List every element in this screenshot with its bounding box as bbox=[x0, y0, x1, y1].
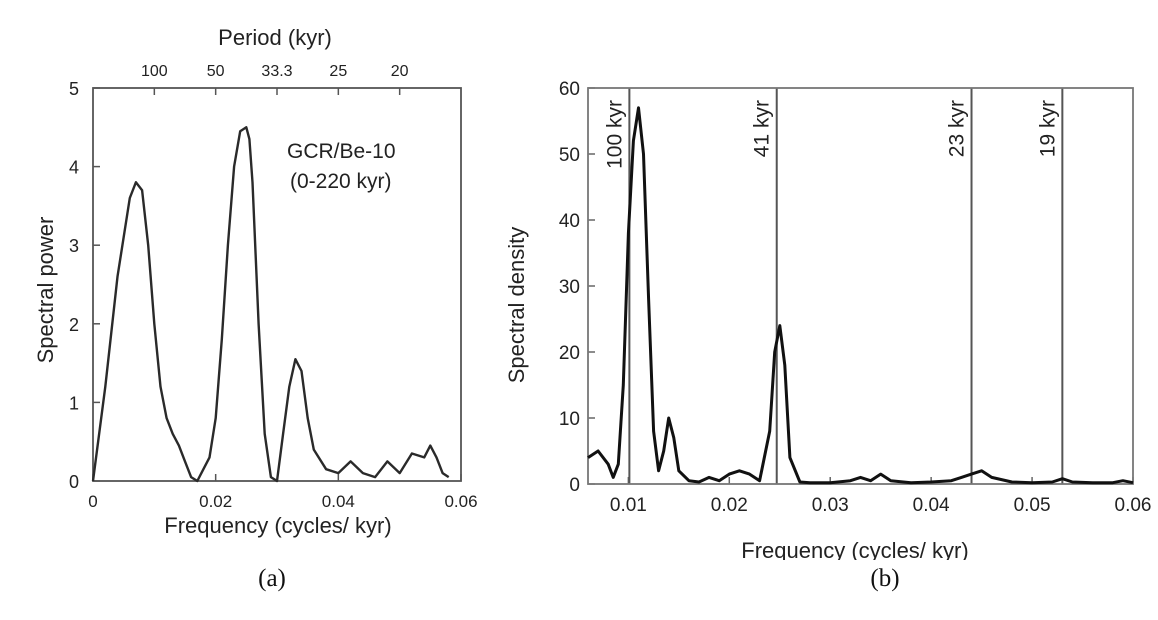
chart-a-top-tick-label: 25 bbox=[329, 63, 347, 80]
chart-a-top-tick-label: 50 bbox=[207, 63, 225, 80]
chart-a-y-tick-label: 2 bbox=[69, 315, 79, 335]
chart-b-x-tick-label: 0.03 bbox=[812, 495, 849, 516]
chart-a-y-tick-label: 3 bbox=[69, 236, 79, 256]
chart-a-annotation-line-2: (0-220 kyr) bbox=[290, 170, 392, 193]
chart-b-x-tick-label: 0.05 bbox=[1014, 495, 1051, 516]
caption-b: (b) bbox=[870, 565, 900, 592]
chart-a-x-ticks: 0 0.02 0.04 0.06 bbox=[88, 474, 478, 511]
chart-a-frame bbox=[92, 87, 462, 482]
chart-a-top-tick-label: 20 bbox=[391, 63, 409, 80]
chart-a-y-axis-label: Spectral power bbox=[33, 217, 58, 364]
caption-a: (a) bbox=[258, 565, 286, 592]
chart-b-y-tick-label: 20 bbox=[559, 343, 580, 364]
chart-a-x-tick-label: 0.06 bbox=[444, 492, 477, 511]
chart-a-top-ticks: 100 50 33.3 25 20 bbox=[141, 63, 409, 95]
chart-b-y-ticks: 0 10 20 30 40 50 60 bbox=[559, 79, 595, 496]
chart-b: 0.01 0.02 0.03 0.04 0.05 0.06 0 10 20 30 40 50 60 1… bbox=[504, 79, 1152, 560]
chart-a-x-tick-label: 0.04 bbox=[322, 492, 355, 511]
chart-b-reference-lines: 100 kyr 41 kyr 23 kyr 19 kyr bbox=[603, 88, 1064, 484]
chart-b-x-tick-label: 0.06 bbox=[1115, 495, 1152, 516]
chart-a-top-axis-label: Period (kyr) bbox=[218, 25, 332, 50]
chart-a-y-tick-label: 1 bbox=[69, 393, 79, 413]
chart-b-y-tick-label: 10 bbox=[559, 409, 580, 430]
chart-b-reference-label: 23 kyr bbox=[946, 100, 969, 157]
chart-b-y-tick-label: 0 bbox=[569, 475, 580, 496]
chart-a-y-tick-label: 0 bbox=[69, 472, 79, 492]
chart-b-reference-label: 100 kyr bbox=[603, 100, 626, 169]
chart-b-x-axis-label: Frequency (cycles/ kyr) bbox=[741, 538, 968, 560]
chart-a-top-tick-label: 100 bbox=[141, 63, 168, 80]
chart-b-x-ticks: 0.01 0.02 0.03 0.04 0.05 0.06 bbox=[610, 477, 1152, 516]
chart-a-series-line bbox=[91, 126, 450, 483]
chart-b-y-tick-label: 60 bbox=[559, 79, 580, 100]
chart-b-x-tick-label: 0.02 bbox=[711, 495, 748, 516]
chart-a: Period (kyr) 100 50 33.3 25 20 0 0.02 0.04 0.06… bbox=[33, 25, 478, 538]
chart-b-frame bbox=[587, 87, 1134, 485]
chart-b-x-tick-label: 0.01 bbox=[610, 495, 647, 516]
chart-a-x-axis-label: Frequency (cycles/ kyr) bbox=[164, 513, 391, 538]
chart-b-y-axis-label: Spectral density bbox=[504, 227, 529, 384]
chart-b-y-tick-label: 40 bbox=[559, 211, 580, 232]
chart-a-y-ticks: 0 1 2 3 4 5 bbox=[69, 79, 100, 492]
chart-a-annotation-line-1: GCR/Be-10 bbox=[287, 140, 396, 163]
chart-a-x-tick-label: 0.02 bbox=[199, 492, 232, 511]
chart-b-x-tick-label: 0.04 bbox=[913, 495, 950, 516]
chart-b-reference-label: 41 kyr bbox=[751, 100, 774, 157]
chart-b-y-tick-label: 50 bbox=[559, 145, 580, 166]
chart-b-y-tick-label: 30 bbox=[559, 277, 580, 298]
chart-b-reference-label: 19 kyr bbox=[1036, 100, 1059, 157]
chart-a-top-tick-label: 33.3 bbox=[261, 63, 292, 80]
chart-b-series-line bbox=[587, 106, 1134, 485]
chart-a-y-tick-label: 4 bbox=[69, 158, 79, 178]
chart-a-x-tick-label: 0 bbox=[88, 492, 97, 511]
chart-a-y-tick-label: 5 bbox=[69, 79, 79, 99]
